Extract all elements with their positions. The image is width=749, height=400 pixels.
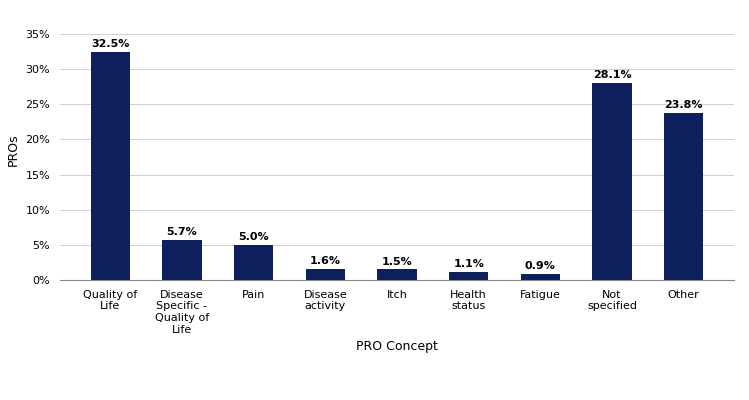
Y-axis label: PROs: PROs bbox=[7, 134, 20, 166]
Bar bbox=[306, 269, 345, 280]
Text: 0.9%: 0.9% bbox=[525, 261, 556, 271]
Bar bbox=[163, 240, 201, 280]
Text: 1.6%: 1.6% bbox=[310, 256, 341, 266]
Text: 5.0%: 5.0% bbox=[238, 232, 269, 242]
Bar bbox=[664, 113, 703, 280]
Text: 28.1%: 28.1% bbox=[592, 70, 631, 80]
Bar bbox=[592, 82, 631, 280]
Bar bbox=[521, 274, 560, 280]
Text: 23.8%: 23.8% bbox=[664, 100, 703, 110]
Bar bbox=[91, 52, 130, 280]
Bar bbox=[234, 245, 273, 280]
Text: 5.7%: 5.7% bbox=[166, 227, 197, 237]
Text: 32.5%: 32.5% bbox=[91, 39, 130, 49]
Bar bbox=[449, 272, 488, 280]
Text: 1.5%: 1.5% bbox=[381, 257, 413, 267]
Text: 1.1%: 1.1% bbox=[453, 260, 484, 270]
Bar bbox=[377, 270, 416, 280]
X-axis label: PRO Concept: PRO Concept bbox=[356, 340, 438, 353]
